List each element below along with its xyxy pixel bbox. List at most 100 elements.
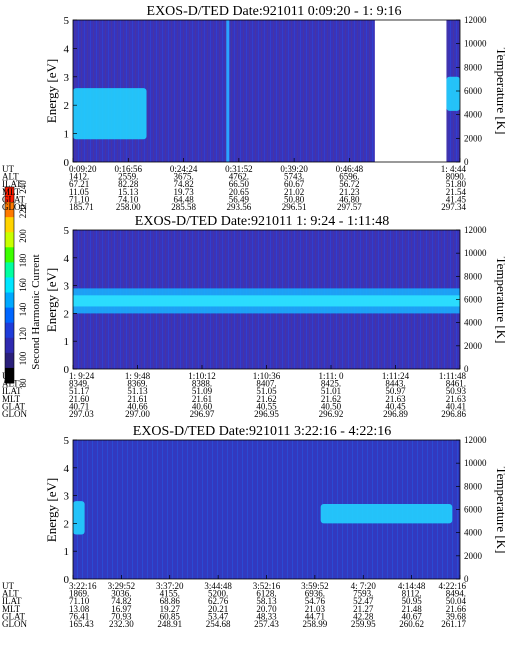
orbit-value: 21.66 bbox=[446, 604, 467, 614]
orbit-value: 8407. bbox=[256, 379, 276, 389]
orbit-value: 260.62 bbox=[399, 619, 424, 629]
orbit-value: 248.91 bbox=[157, 619, 182, 629]
orbit-row-label: MLT bbox=[2, 187, 21, 197]
y-right-tick-label: 6000 bbox=[464, 86, 483, 96]
y-tick-label: 5 bbox=[64, 225, 70, 237]
y-tick-label: 3 bbox=[64, 491, 70, 503]
orbit-value: 7593. bbox=[353, 589, 373, 599]
orbit-value: 0:16:56 bbox=[115, 164, 143, 174]
orbit-row-label: MLT bbox=[2, 604, 21, 614]
orbit-value: 60.85 bbox=[160, 611, 181, 621]
orbit-value: 50.95 bbox=[402, 596, 423, 606]
y-tick-label: 0 bbox=[64, 574, 70, 586]
orbit-value: 4762. bbox=[229, 172, 249, 182]
orbit-value: 165.43 bbox=[69, 619, 94, 629]
orbit-value: 48.33 bbox=[256, 611, 277, 621]
orbit-value: 8112. bbox=[402, 589, 422, 599]
orbit-row-label: MLT bbox=[2, 394, 21, 404]
orbit-value: 56.49 bbox=[229, 194, 250, 204]
flux-spike bbox=[226, 20, 230, 162]
orbit-value: 1412. bbox=[69, 172, 89, 182]
data-gap bbox=[374, 20, 447, 162]
orbit-value: 1:11:48 bbox=[439, 371, 467, 381]
orbit-value: 21.23 bbox=[339, 187, 360, 197]
orbit-value: 51.17 bbox=[69, 386, 90, 396]
y-right-tick-label: 10000 bbox=[464, 458, 487, 468]
orbit-value: 296.51 bbox=[282, 202, 307, 212]
orbit-value: 1: 9:24 bbox=[69, 371, 95, 381]
y-right-tick-label: 2000 bbox=[464, 341, 483, 351]
orbit-value: 3:29:52 bbox=[108, 581, 136, 591]
y-right-tick-label: 10000 bbox=[464, 248, 487, 258]
y-right-tick-label: 12000 bbox=[464, 15, 487, 25]
orbit-value: 40.55 bbox=[256, 401, 277, 411]
orbit-value: 257.43 bbox=[254, 619, 279, 629]
y-tick-label: 2 bbox=[64, 308, 70, 320]
panel-3: EXOS-D/TED Date:921011 3:22:16 - 4:22:16… bbox=[2, 424, 505, 629]
orbit-value: 296.95 bbox=[254, 409, 279, 419]
orbit-value: 258.99 bbox=[303, 619, 328, 629]
y-right-tick-label: 2000 bbox=[464, 551, 483, 561]
orbit-value: 42.28 bbox=[353, 611, 374, 621]
orbit-value: 54.76 bbox=[305, 596, 326, 606]
flux-enhancement bbox=[446, 76, 460, 111]
orbit-value: 58.13 bbox=[256, 596, 277, 606]
orbit-value: 52.47 bbox=[353, 596, 374, 606]
orbit-value: 44.71 bbox=[305, 611, 325, 621]
panel-1: EXOS-D/TED Date:921011 0:09:20 - 1: 9:16… bbox=[2, 4, 505, 212]
orbit-value: 40.50 bbox=[321, 401, 342, 411]
orbit-row-label: ILAT bbox=[2, 596, 22, 606]
orbit-value: 8425. bbox=[321, 379, 341, 389]
y-tick-label: 3 bbox=[64, 72, 70, 84]
y-tick-label: 1 bbox=[64, 546, 70, 558]
orbit-value: 74.82 bbox=[173, 179, 193, 189]
orbit-value: 71.10 bbox=[69, 194, 90, 204]
y-right-tick-label: 6000 bbox=[464, 295, 483, 305]
colorbar-cell bbox=[5, 307, 14, 324]
orbit-value: 68.86 bbox=[160, 596, 181, 606]
energy-band bbox=[73, 295, 460, 307]
orbit-value: 296.92 bbox=[319, 409, 344, 419]
y-tick-label: 0 bbox=[64, 364, 70, 376]
colorbar-tick-label: 160 bbox=[18, 278, 28, 292]
orbit-value: 50.93 bbox=[446, 386, 467, 396]
y-tick-label: 0 bbox=[64, 157, 70, 169]
orbit-value: 21.60 bbox=[69, 394, 90, 404]
orbit-value: 21.63 bbox=[446, 394, 467, 404]
colorbar-cell bbox=[5, 292, 14, 309]
y-right-tick-label: 0 bbox=[464, 157, 469, 167]
orbit-value: 3:59:52 bbox=[301, 581, 329, 591]
colorbar-cell bbox=[5, 247, 14, 263]
orbit-value: 0:46:48 bbox=[336, 164, 364, 174]
orbit-value: 6936. bbox=[305, 589, 325, 599]
orbit-value: 297.03 bbox=[69, 409, 94, 419]
orbit-value: 20.70 bbox=[256, 604, 277, 614]
y-right-tick-label: 6000 bbox=[464, 505, 483, 515]
orbit-value: 20.21 bbox=[208, 604, 228, 614]
colorbar-cell bbox=[5, 187, 14, 203]
orbit-value: 6596. bbox=[339, 172, 359, 182]
orbit-value: 40.45 bbox=[385, 401, 406, 411]
colorbar-cell bbox=[5, 367, 14, 384]
orbit-value: 50.97 bbox=[385, 386, 406, 396]
orbit-value: 76.41 bbox=[69, 611, 89, 621]
y-right-tick-label: 12000 bbox=[464, 225, 487, 235]
orbit-value: 185.71 bbox=[69, 202, 94, 212]
orbit-row-label: GLON bbox=[2, 202, 27, 212]
panel-2: EXOS-D/TED Date:921011 1: 9:24 - 1:11:48… bbox=[2, 214, 505, 419]
colorbar-cell bbox=[5, 322, 14, 339]
colorbar-cell bbox=[5, 337, 14, 354]
orbit-value: 0:24:24 bbox=[170, 164, 198, 174]
colorbar-tick-label: 120 bbox=[18, 327, 28, 341]
panel-3-ylabel-right: Temperature [K] bbox=[494, 467, 505, 554]
orbit-value: 296.89 bbox=[383, 409, 408, 419]
orbit-value: 13.08 bbox=[69, 604, 90, 614]
y-tick-label: 5 bbox=[64, 435, 70, 447]
orbit-value: 296.86 bbox=[441, 409, 466, 419]
orbit-row-label: UT bbox=[2, 581, 14, 591]
orbit-value: 3675. bbox=[173, 172, 193, 182]
panel-2-ylabel-right: Temperature [K] bbox=[494, 257, 505, 344]
orbit-value: 297.57 bbox=[337, 202, 362, 212]
y-tick-label: 4 bbox=[64, 253, 70, 265]
